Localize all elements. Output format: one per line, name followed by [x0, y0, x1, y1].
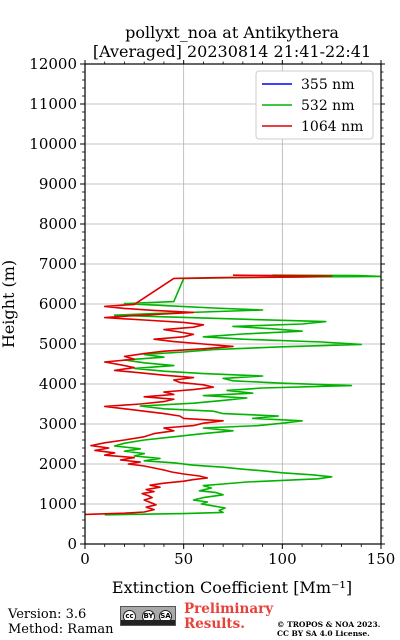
chart-title-line-2: [Averaged] 20230814 21:41-22:41: [93, 42, 371, 61]
x-tick-label: 100: [268, 550, 297, 568]
y-tick-label: 2000: [39, 455, 77, 473]
version-text: Version: 3.6: [8, 607, 87, 622]
y-tick-label: 4000: [39, 375, 77, 393]
y-tick-label: 1000: [39, 495, 77, 513]
cc-license-badge: cc BY SA: [120, 606, 176, 626]
axis-ticks: 0 50 100 150 0 1000 2000 3000 4000 5000 6000 7000 80…: [29, 55, 395, 568]
y-axis-label: Height (m): [0, 260, 18, 348]
y-tick-label: 5000: [39, 335, 77, 353]
y-tick-label: 9000: [39, 175, 77, 193]
cc-icon: cc: [123, 610, 136, 623]
method-text: Method: Raman: [8, 622, 114, 637]
y-tick-label: 6000: [39, 295, 77, 313]
copyright-line-1: © TROPOS & NOA 2023.: [277, 620, 381, 629]
legend-box: [255, 70, 374, 140]
x-tick-label: 0: [80, 550, 90, 568]
y-tick-label: 7000: [39, 255, 77, 273]
badge-strip: [121, 620, 175, 625]
y-tick-label: 11000: [29, 95, 77, 113]
y-tick-label: 8000: [39, 215, 77, 233]
preliminary-results-note: Preliminary Results.: [184, 601, 274, 632]
x-tick-label: 150: [367, 550, 396, 568]
y-tick-label: 12000: [29, 55, 77, 73]
legend-entry: 355 nm: [301, 77, 354, 93]
legend-entry: 532 nm: [301, 98, 354, 114]
series-line-1064-nm: [85, 274, 333, 516]
copyright-line-2: CC BY SA 4.0 License.: [277, 629, 370, 638]
copyright-notice: © TROPOS & NOA 2023. CC BY SA 4.0 Licens…: [277, 620, 397, 638]
y-tick-label: 10000: [29, 135, 77, 153]
x-tick-label: 50: [174, 550, 193, 568]
y-tick-label: 3000: [39, 415, 77, 433]
legend: 355 nm 532 nm 1064 nm: [255, 70, 374, 140]
series-lines: [85, 274, 381, 516]
series-line-532-nm: [104, 274, 381, 516]
legend-entry: 1064 nm: [301, 119, 363, 135]
x-axis-label: Extinction Coefficient [Mm⁻¹]: [112, 578, 352, 597]
y-tick-label: 0: [67, 535, 77, 553]
chart-title-line-1: pollyxt_noa at Antikythera: [125, 23, 339, 42]
